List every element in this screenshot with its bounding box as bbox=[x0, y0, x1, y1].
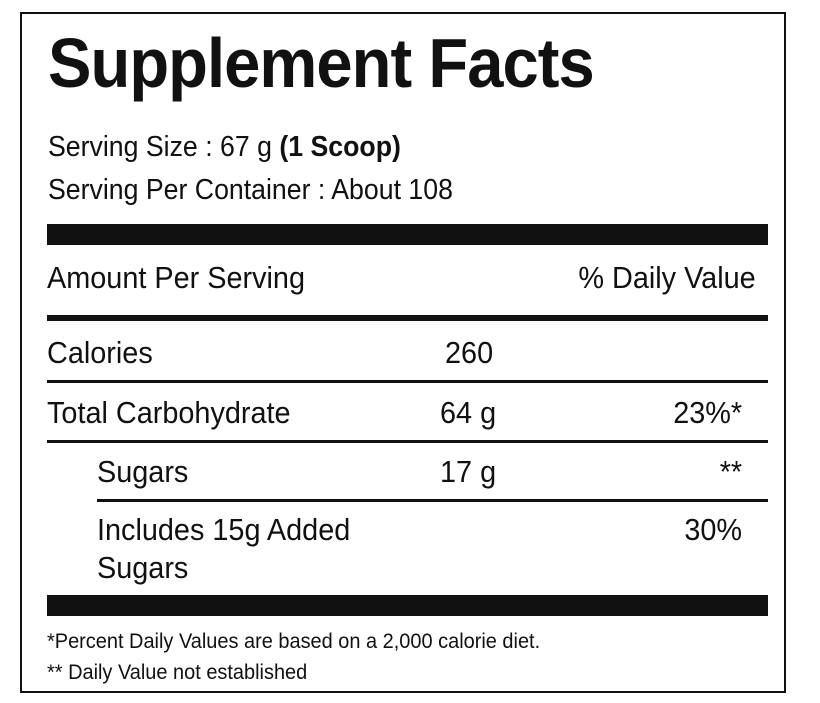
divider-thick-bottom bbox=[47, 595, 768, 616]
divider-calories bbox=[47, 380, 768, 383]
header-amount-per-serving: Amount Per Serving bbox=[47, 260, 306, 295]
supplement-facts-panel: Supplement Facts Serving Size : 67 g (1 … bbox=[20, 12, 786, 693]
total-carbohydrate-label: Total Carbohydrate bbox=[47, 395, 291, 430]
added-sugars-dv: 30% bbox=[684, 512, 742, 547]
calories-label: Calories bbox=[47, 335, 153, 370]
divider-thick-top bbox=[47, 224, 768, 245]
serving-size-scoop: (1 Scoop) bbox=[279, 131, 401, 163]
serving-size-text: Serving Size : 67 g bbox=[48, 131, 280, 163]
label-title: Supplement Facts bbox=[48, 24, 595, 102]
sugars-amount: 17 g bbox=[440, 454, 497, 489]
header-daily-value: % Daily Value bbox=[578, 260, 756, 295]
divider-sugars bbox=[97, 499, 768, 502]
servings-per-container: Serving Per Container : About 108 bbox=[48, 174, 453, 206]
footnote-daily-values: *Percent Daily Values are based on a 2,0… bbox=[47, 630, 541, 653]
sugars-dv: ** bbox=[719, 454, 742, 489]
added-sugars-label-line2: Sugars bbox=[97, 550, 189, 585]
divider-carbohydrate bbox=[47, 440, 768, 443]
total-carbohydrate-amount: 64 g bbox=[440, 395, 497, 430]
divider-medium bbox=[47, 315, 768, 321]
calories-amount: 260 bbox=[445, 335, 494, 370]
total-carbohydrate-dv: 23%* bbox=[673, 395, 742, 430]
footnote-not-established: ** Daily Value not established bbox=[47, 661, 308, 684]
added-sugars-label-line1: Includes 15g Added bbox=[97, 512, 351, 547]
serving-size: Serving Size : 67 g (1 Scoop) bbox=[48, 133, 401, 162]
sugars-label: Sugars bbox=[97, 454, 189, 489]
